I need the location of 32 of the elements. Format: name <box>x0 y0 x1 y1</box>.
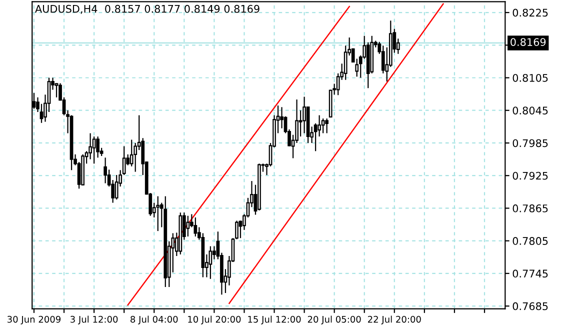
candlestick <box>280 106 284 129</box>
x-tick-label: 10 Jul 20:00 <box>188 316 241 324</box>
candlestick <box>114 174 118 200</box>
candlestick <box>318 114 322 138</box>
candlestick <box>298 110 302 138</box>
y-tick-label: 0.7985 <box>512 139 548 148</box>
candlestick <box>104 157 108 184</box>
candlestick <box>92 136 96 164</box>
candlestick <box>88 132 92 160</box>
candlestick <box>156 196 160 232</box>
y-tick-label: 0.8105 <box>512 74 548 82</box>
x-tick-label: 20 Jul 05:00 <box>308 316 361 324</box>
y-tick-label: 0.7685 <box>512 302 548 310</box>
x-tick-label: 3 Jul 12:00 <box>70 316 118 324</box>
x-tick-label: 22 Jul 20:00 <box>368 316 421 324</box>
candlestick <box>186 215 190 238</box>
y-tick-label: 0.7745 <box>512 270 548 278</box>
ref-line-label: 0.8169 <box>510 38 546 46</box>
y-tick-label: 0.8045 <box>512 106 548 114</box>
x-tick-label: 8 Jul 04:00 <box>130 316 178 324</box>
candlestick <box>208 246 212 280</box>
y-tick-label: 0.7805 <box>512 237 548 245</box>
candlestick <box>321 118 325 134</box>
x-tick-label: 30 Jun 2009 <box>8 316 61 324</box>
y-tick-label: 0.7925 <box>512 172 548 180</box>
candlestick <box>302 96 306 134</box>
y-tick-label: 0.7865 <box>512 204 548 212</box>
x-tick-label: 15 Jul 12:00 <box>248 316 301 324</box>
candlestick <box>194 216 198 238</box>
y-tick-label: 0.8225 <box>512 8 548 17</box>
candlestick <box>325 118 329 134</box>
chart-title: AUDUSD,H4 0.8157 0.8177 0.8149 0.8169 <box>35 4 260 14</box>
